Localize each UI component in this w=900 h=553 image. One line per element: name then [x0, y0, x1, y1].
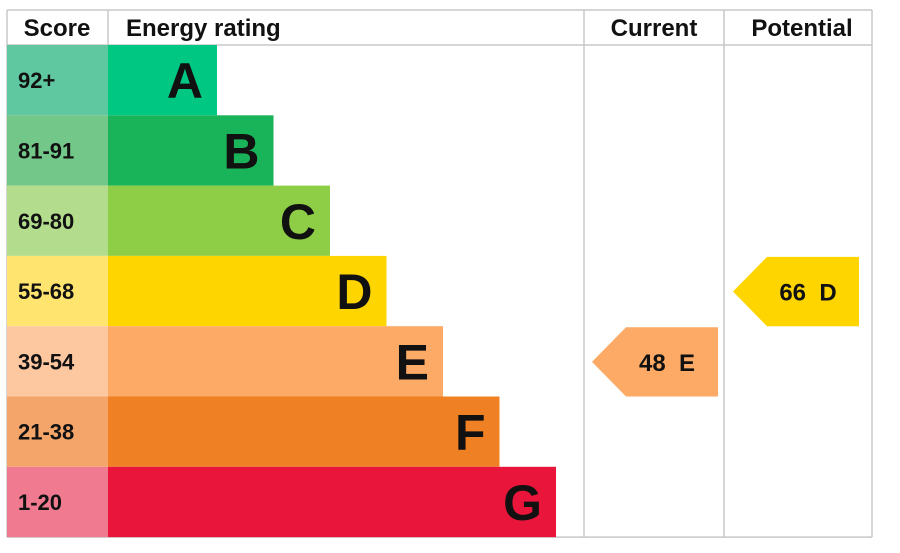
- band-letter-c: C: [280, 194, 316, 250]
- band-bar-d: [108, 255, 387, 327]
- score-cell-a: [7, 45, 108, 116]
- score-range-d: 55-68: [18, 279, 74, 304]
- band-bar-e: [108, 326, 443, 397]
- potential-arrow: [733, 256, 859, 327]
- score-cell-e: [7, 326, 108, 397]
- score-cell-g: [7, 466, 108, 538]
- potential-rating-label: 66 D: [779, 280, 836, 307]
- score-range-g: 1-20: [18, 490, 62, 515]
- band-letter-e: E: [396, 334, 429, 390]
- band-letter-b: B: [223, 123, 259, 179]
- score-range-b: 81-91: [18, 138, 74, 163]
- band-letter-d: D: [336, 264, 372, 320]
- score-cell-f: [7, 396, 108, 467]
- header-current: Current: [611, 15, 698, 42]
- score-range-c: 69-80: [18, 209, 74, 234]
- band-letter-g: G: [503, 475, 542, 531]
- band-bar-b: [108, 115, 274, 186]
- band-bar-a: [108, 45, 217, 116]
- score-range-e: 39-54: [18, 349, 75, 374]
- band-bar-f: [108, 396, 500, 467]
- score-cell-c: [7, 185, 108, 256]
- score-range-f: 21-38: [18, 420, 74, 445]
- score-range-a: 92+: [18, 68, 55, 93]
- band-letter-a: A: [167, 53, 203, 109]
- score-cell-d: [7, 255, 108, 327]
- band-bar-g: [108, 466, 556, 538]
- header-potential: Potential: [751, 15, 852, 42]
- header-energy-rating: Energy rating: [126, 15, 281, 42]
- score-cell-b: [7, 115, 108, 186]
- header-score: Score: [24, 15, 91, 42]
- current-rating-label: 48 E: [639, 350, 695, 377]
- band-letter-f: F: [455, 405, 486, 461]
- band-bar-c: [108, 185, 330, 256]
- current-arrow: [592, 327, 718, 397]
